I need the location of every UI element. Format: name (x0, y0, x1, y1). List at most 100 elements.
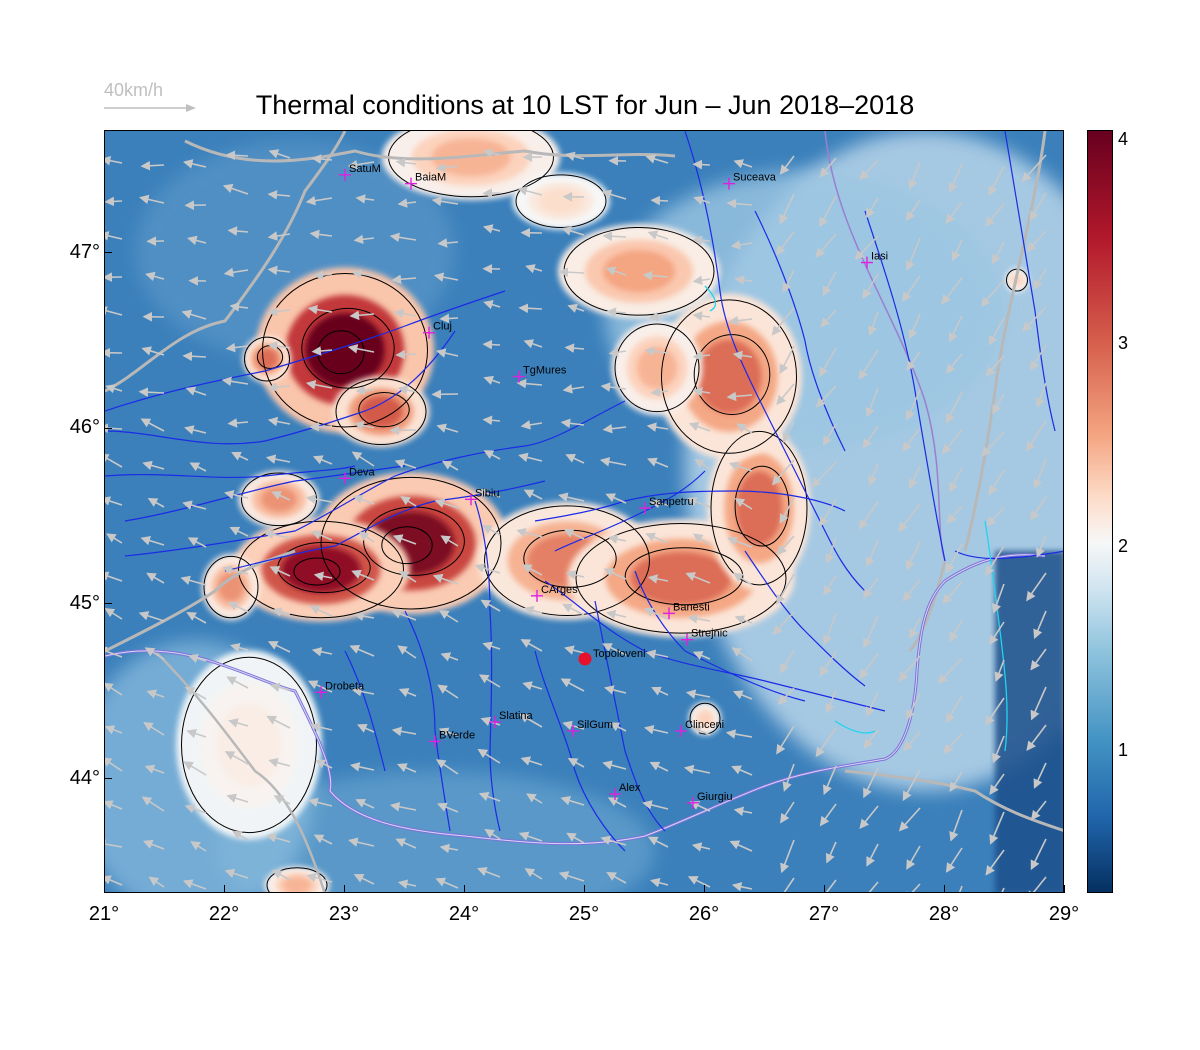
wind-vector (141, 796, 165, 812)
wind-vector (942, 733, 963, 754)
wind-vector (649, 498, 669, 509)
wind-vector (989, 811, 1005, 845)
city-marker: Suceava (723, 172, 777, 190)
wind-vector (561, 226, 585, 236)
wind-vector (1030, 648, 1047, 671)
wind-vector (353, 420, 375, 431)
wind-vector (779, 497, 795, 524)
wind-vector (393, 308, 417, 319)
wind-vector (353, 234, 375, 245)
wind-vector (902, 427, 921, 452)
wind-vector (565, 151, 585, 162)
wind-vector (731, 647, 753, 662)
wind-vector (603, 568, 627, 580)
contour-line (515, 174, 607, 228)
wind-vector (563, 528, 585, 540)
wind-vector (517, 186, 543, 196)
x-tick-mark (103, 885, 105, 893)
wind-vector (779, 155, 795, 175)
wind-vector (692, 387, 711, 397)
wind-vector (263, 529, 291, 540)
wind-vector (858, 501, 879, 530)
wind-vector (1033, 458, 1047, 490)
wind-vector (865, 539, 879, 568)
wind-vector (188, 653, 207, 663)
site-label: Topoloveni (593, 648, 646, 660)
wind-vector (142, 460, 165, 471)
wind-vector (941, 429, 963, 455)
city-marker: SatuM (339, 163, 381, 181)
city-label: TgMures (523, 365, 567, 377)
wind-vector (182, 879, 207, 890)
wind-vector (988, 621, 1005, 646)
thermal-hotspot (696, 339, 762, 414)
city-marker: Banesti (663, 601, 710, 620)
thermal-hotspot (216, 702, 282, 788)
wind-key-label: 40km/h (104, 80, 164, 100)
wind-vector (309, 421, 333, 432)
wind-vector (525, 264, 543, 274)
contour-line (320, 476, 502, 610)
thermal-hotspot (261, 486, 297, 512)
wind-vector (309, 722, 333, 732)
wind-vector (227, 601, 249, 613)
thermal-hotspot (218, 572, 244, 602)
city-marker: Giurgiu (687, 791, 732, 809)
wind-vector (398, 688, 417, 698)
wind-vector (858, 653, 879, 680)
wind-vector (905, 237, 921, 272)
wind-vector (484, 828, 501, 840)
wind-vector (315, 759, 333, 769)
wind-vector (229, 526, 249, 537)
contour-line (693, 334, 771, 415)
x-tick-mark (1063, 885, 1065, 893)
wind-vector (984, 203, 1005, 227)
wind-vector (819, 803, 837, 827)
black-sea (995, 551, 1063, 892)
wind-vector (599, 457, 627, 467)
wind-vector (524, 605, 543, 616)
wind-vector (945, 847, 963, 873)
wind-vector (782, 763, 795, 792)
wind-vector (483, 375, 501, 385)
wind-vector (994, 659, 1005, 683)
wind-vector (945, 695, 963, 724)
wind-vector (476, 488, 501, 498)
site-marker-group: Topoloveni (578, 648, 646, 666)
wind-vector (980, 279, 1005, 307)
wind-vector (949, 771, 963, 793)
topoloveni-site-marker (578, 652, 592, 666)
wind-vector (988, 317, 1005, 346)
wind-vector (516, 527, 543, 538)
wind-vector (822, 423, 837, 446)
city-marker: CArges (531, 584, 578, 602)
wind-vector (604, 685, 627, 695)
wind-vector (400, 496, 417, 507)
wind-vector (351, 686, 375, 697)
wind-vector (863, 615, 879, 649)
wind-key-arrow-icon (104, 104, 196, 112)
wind-vector (308, 797, 333, 808)
wind-vector (819, 499, 837, 527)
wind-vector (1030, 838, 1047, 871)
city-label: Deva (349, 466, 376, 478)
wind-vector (141, 346, 165, 356)
wind-vector (231, 451, 249, 461)
wind-vector (1033, 268, 1047, 291)
city-label: BaiaM (415, 172, 446, 184)
wind-vector (692, 311, 711, 321)
wind-vector (480, 599, 501, 612)
y-tick-mark (104, 778, 112, 780)
wind-vector (523, 339, 543, 349)
wind-vector (692, 275, 711, 285)
wind-vector (902, 769, 921, 802)
wind-vector (190, 841, 207, 852)
wind-vector (267, 341, 291, 351)
wind-vector (347, 344, 375, 354)
wind-vector (986, 507, 1005, 527)
wind-vector (683, 764, 711, 775)
city-label: Drobeta (325, 680, 365, 692)
wind-vector (271, 491, 291, 501)
thermal-map: SatuM BaiaM Suceava Iasi Cluj TgMures Deva Sibi… (105, 131, 1063, 892)
wind-vector (606, 307, 627, 317)
